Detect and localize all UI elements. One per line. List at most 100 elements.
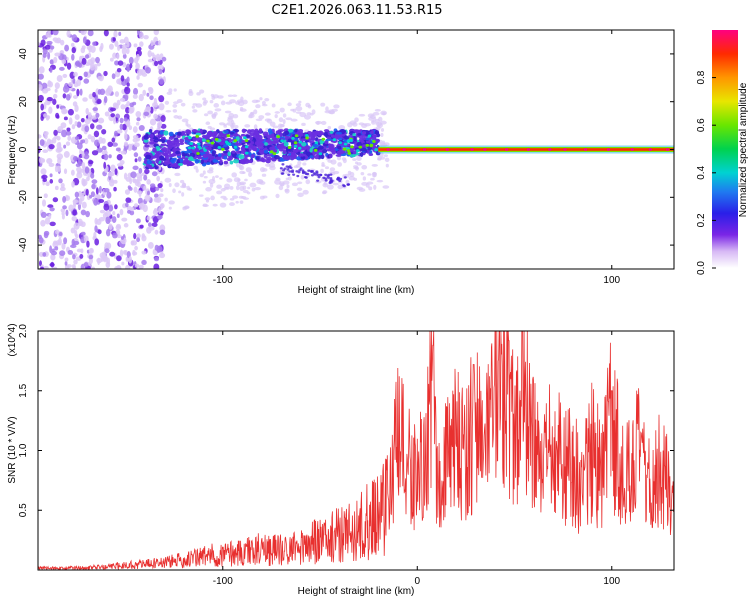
spectrogram-haze-blob (266, 118, 273, 124)
spectrogram-scatter-blob (82, 97, 88, 102)
spectrogram-haze-blob (232, 195, 239, 199)
spectrogram-haze-blob (325, 106, 329, 112)
spectrogram-scatter-blob (40, 103, 44, 111)
spectrogram-scatter-blob (39, 266, 45, 269)
spectrogram-band-blob (223, 160, 229, 165)
spectrogram-haze-blob (251, 99, 259, 104)
spectrogram-band-blob (335, 131, 343, 135)
spectrogram-scatter-blob (49, 245, 53, 254)
spectrogram-scatter-blob (151, 222, 158, 228)
spectrogram-scatter-blob (43, 265, 49, 269)
spectrogram-scatter-blob (135, 53, 140, 61)
spectrogram-band-blob (200, 159, 204, 165)
spectrogram-scatter-blob (136, 117, 141, 122)
spectrogram-haze-blob (173, 115, 179, 119)
spectrogram-scatter-blob (42, 178, 47, 182)
spectrogram-scatter-blob (106, 191, 112, 199)
spectrogram-peak-blob (358, 145, 363, 149)
spectrogram-band-blob (356, 143, 363, 147)
spectrogram-band-blob (309, 147, 313, 153)
spectrogram-scatter-blob (39, 139, 45, 146)
spectrogram-scatter-blob (158, 78, 165, 85)
spectrogram-band-blob (206, 162, 211, 165)
spectrogram-scatter-blob (128, 125, 133, 131)
spectrogram-scatter-blob (133, 142, 140, 148)
spectrogram-scatter-blob (85, 54, 90, 59)
spectrogram-band-blob (366, 130, 370, 136)
spectrogram-scatter-blob (149, 95, 154, 101)
spectrogram-band-blob (357, 132, 362, 136)
spectrogram-scatter-blob (48, 143, 55, 150)
spectrogram-band-blob (348, 134, 353, 138)
spectrogram-scatter-blob (75, 79, 82, 87)
spectrogram-haze-blob (214, 175, 219, 178)
spectrogram-tone-peak (548, 148, 552, 151)
colorbar-label: Normalized spectral amplitude (738, 82, 749, 217)
spectrogram-haze-blob (191, 105, 196, 109)
spectrogram-scatter-blob (129, 102, 135, 108)
spectrogram-scatter-blob (120, 150, 127, 155)
spectrogram-band-blob (317, 132, 322, 137)
spectrogram-haze-blob (320, 102, 326, 107)
spectrogram-peak-blob (293, 144, 298, 148)
spectrogram-haze-blob (239, 108, 247, 112)
spectrogram-scatter-blob (72, 199, 79, 204)
spectrogram-scatter-blob (81, 139, 86, 144)
spectrogram-band-blob (176, 158, 180, 164)
spectrogram-scatter-blob (95, 187, 99, 195)
spectrogram-haze-blob (223, 124, 228, 128)
spectrogram-scatter-blob (93, 130, 100, 138)
spectrogram-haze-blob (373, 184, 377, 190)
spectrogram-scatter-blob (144, 168, 150, 175)
spectrogram-scatter-blob (133, 203, 139, 208)
spectrogram-peak-blob (314, 141, 319, 145)
spectrogram-scatter-blob (83, 78, 90, 84)
snr-x-tick-label: 100 (603, 576, 620, 587)
spectrogram-tone-peak (606, 148, 611, 151)
spectrogram-scatter-blob (55, 229, 60, 235)
spectrogram-scatter-blob (84, 166, 90, 174)
spectrogram-scatter-blob (132, 134, 139, 140)
spectrogram-haze-blob (199, 173, 204, 178)
spectrogram-scatter-blob (85, 107, 89, 115)
spectrogram-peak-blob (321, 137, 326, 141)
spectrogram-scatter-blob (147, 86, 153, 92)
spectrogram-tail-blob (322, 176, 326, 179)
spectrogram-band-blob (285, 156, 291, 161)
spectrogram-haze-blob (226, 178, 233, 183)
spectrogram-haze-blob (372, 172, 377, 178)
spectrogram-haze-blob (229, 197, 235, 201)
spectrogram-scatter-blob (38, 260, 42, 267)
spectrogram-scatter-blob (96, 124, 103, 130)
spectrogram-haze-blob (352, 122, 358, 127)
spectrogram-band-blob (148, 128, 153, 134)
spectrogram-haze-blob (237, 178, 241, 182)
spectrogram-scatter-blob (59, 39, 65, 46)
spectrogram-scatter-blob (157, 40, 161, 46)
spectrogram-tail-blob (282, 169, 286, 172)
spectrogram-scatter-blob (128, 56, 134, 65)
spectrogram-haze-blob (213, 103, 220, 108)
spectrogram-haze-blob (337, 162, 343, 167)
spectrogram-band-blob (361, 147, 367, 152)
spectrogram-scatter-blob (74, 114, 80, 120)
spectrogram-scatter-blob (81, 150, 85, 158)
spectrogram-haze-blob (330, 159, 337, 165)
spectrogram-band-blob (302, 150, 308, 155)
spectrogram-band-blob (235, 150, 240, 154)
colorbar-tick-label: 0.4 (696, 165, 707, 179)
spectrogram-scatter-blob (132, 251, 138, 256)
spectrogram-haze-blob (380, 132, 384, 138)
spectrogram-peak-blob (233, 139, 238, 143)
spectrogram-haze-blob (249, 182, 257, 188)
spectrogram-scatter-blob (38, 157, 44, 164)
spectrogram-haze-blob (227, 94, 233, 98)
spectrogram-haze-blob (285, 170, 290, 175)
spectrogram-haze-blob (258, 179, 264, 184)
spectrogram-scatter-blob (119, 249, 124, 257)
spectrogram-haze-blob (372, 111, 380, 116)
spectrogram-scatter-blob (59, 66, 65, 71)
spectrogram-scatter-blob (153, 60, 159, 67)
spectrogram-haze-blob (251, 187, 256, 192)
spectrogram-band-blob (162, 152, 168, 156)
